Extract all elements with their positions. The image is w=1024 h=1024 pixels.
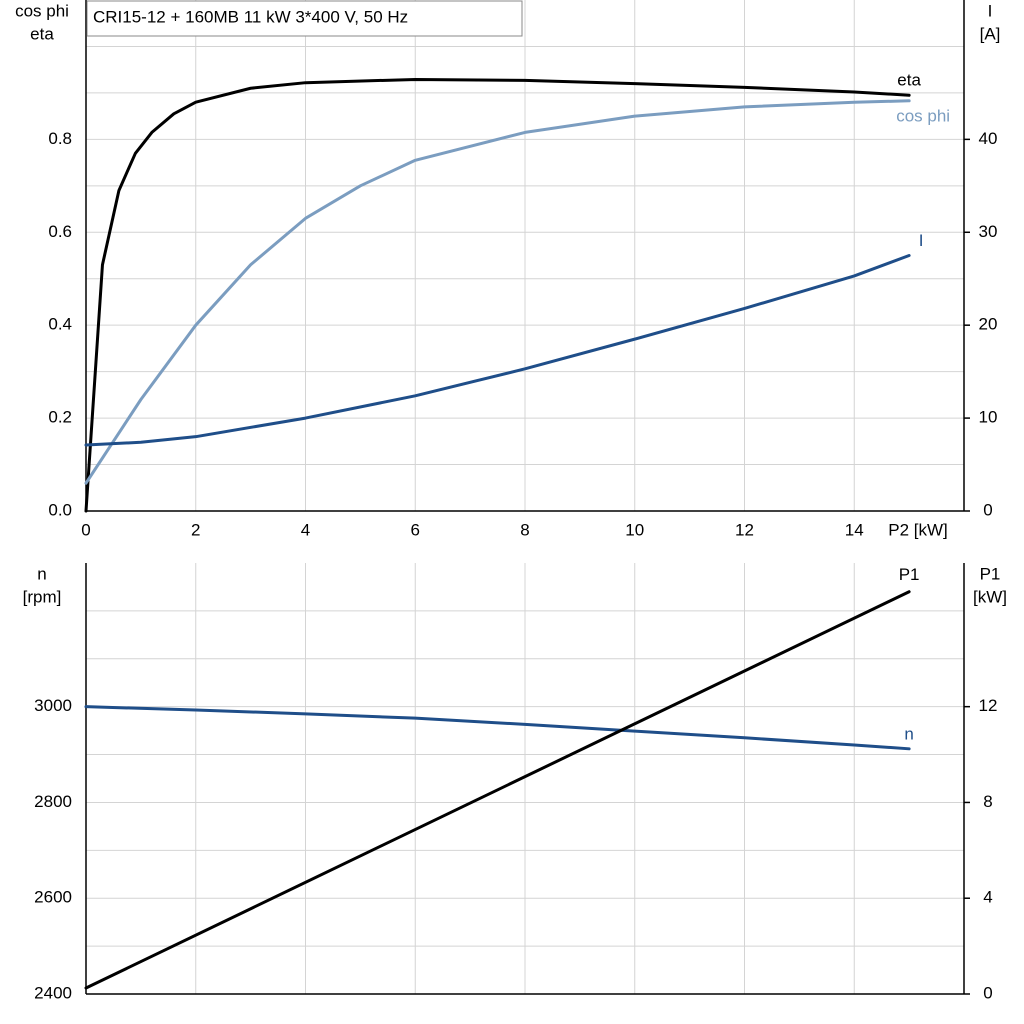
y2-tick-label: 30 <box>979 222 998 241</box>
y2-axis-label: I <box>988 1 993 20</box>
y-axis-label: cos phi <box>15 1 69 20</box>
series-label: n <box>904 724 913 743</box>
x-tick-label: 14 <box>845 520 864 539</box>
y2-tick-label: 12 <box>979 696 998 715</box>
x-tick-label: 2 <box>191 520 200 539</box>
y2-tick-label: 4 <box>983 888 992 907</box>
x-tick-label: 6 <box>411 520 420 539</box>
chart-title: CRI15-12 + 160MB 11 kW 3*400 V, 50 Hz <box>93 7 408 26</box>
y2-axis-label: P1 <box>980 564 1001 583</box>
y-tick-label: 2600 <box>34 888 72 907</box>
y-tick-label: 0.4 <box>48 315 72 334</box>
x-tick-label: 12 <box>735 520 754 539</box>
x-tick-label: 4 <box>301 520 310 539</box>
y2-tick-label: 20 <box>979 315 998 334</box>
y2-tick-label: 10 <box>979 408 998 427</box>
y-tick-label: 0.6 <box>48 222 72 241</box>
y2-tick-label: 0 <box>983 500 992 519</box>
y-axis-label: [rpm] <box>23 587 62 606</box>
y2-tick-label: 40 <box>979 129 998 148</box>
y-tick-label: 0.2 <box>48 408 72 427</box>
y2-tick-label: 8 <box>983 792 992 811</box>
x-axis-label: P2 [kW] <box>888 520 948 539</box>
y-tick-label: 2400 <box>34 983 72 1002</box>
series-line <box>84 590 911 990</box>
series-label: cos phi <box>896 106 950 125</box>
series-line <box>84 254 911 447</box>
x-tick-label: 10 <box>625 520 644 539</box>
y-tick-label: 3000 <box>34 696 72 715</box>
x-tick-label: 8 <box>520 520 529 539</box>
y-axis-label: eta <box>30 24 54 43</box>
y-tick-label: 2800 <box>34 792 72 811</box>
series-label: P1 <box>899 565 920 584</box>
series-label: eta <box>897 71 921 90</box>
y-axis-label: n <box>37 564 46 583</box>
series-label: I <box>919 231 924 250</box>
x-tick-label: 0 <box>81 520 90 539</box>
series-line <box>84 705 911 751</box>
series-line <box>84 99 911 485</box>
y2-tick-label: 0 <box>983 983 992 1002</box>
y2-axis-label: [kW] <box>973 587 1007 606</box>
y-tick-label: 0.8 <box>48 129 72 148</box>
y2-axis-label: [A] <box>980 24 1001 43</box>
y-tick-label: 0.0 <box>48 500 72 519</box>
series-line <box>84 77 911 513</box>
title-box <box>86 0 523 37</box>
